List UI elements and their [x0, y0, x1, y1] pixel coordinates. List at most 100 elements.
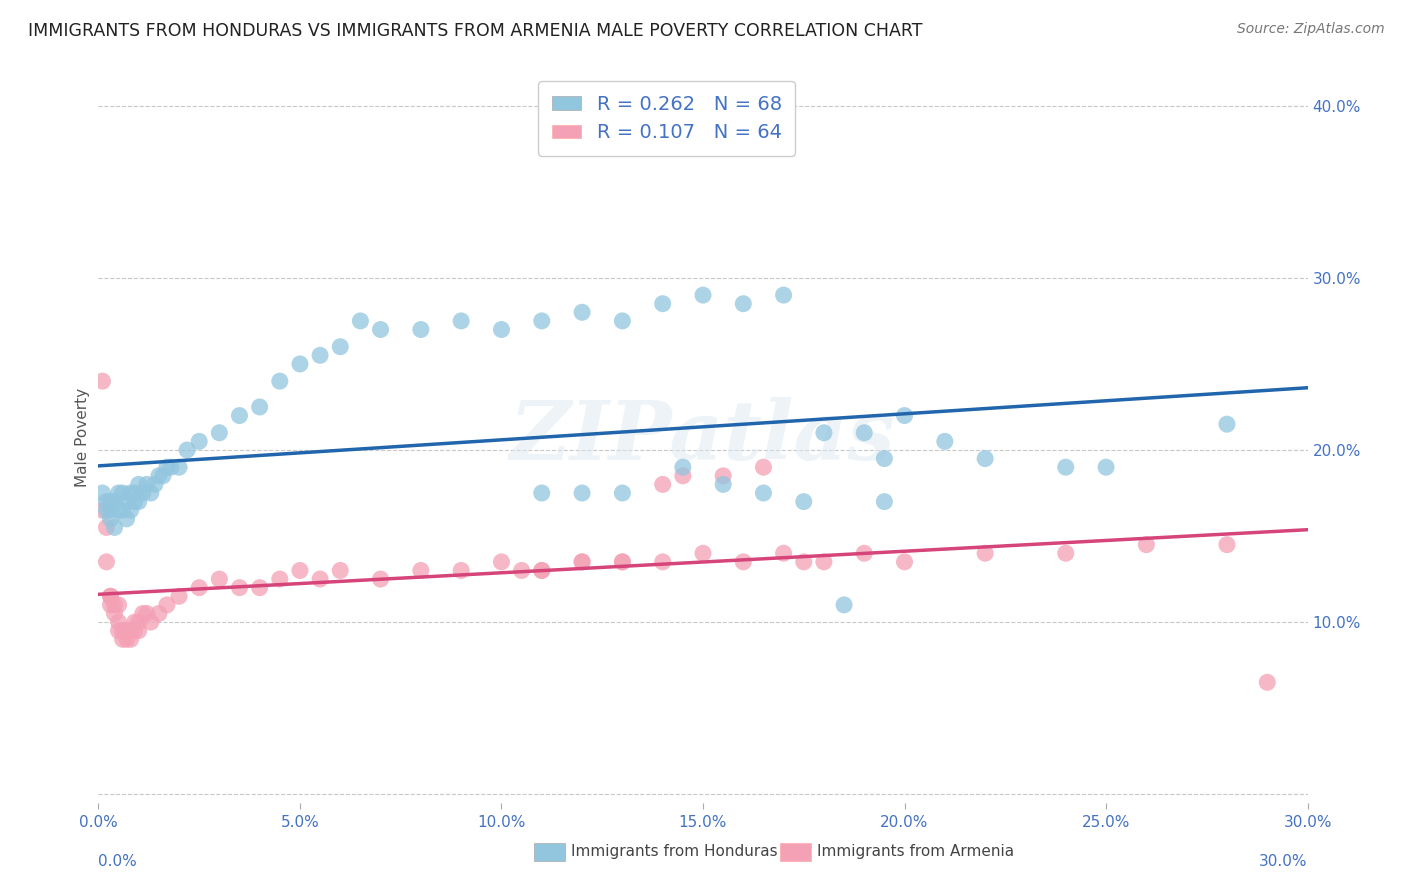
Point — [813, 425, 835, 440]
Y-axis label: Male Poverty: Male Poverty — [75, 387, 90, 487]
Point — [672, 468, 695, 483]
Point — [530, 564, 553, 578]
Point — [269, 572, 291, 586]
Point — [96, 555, 118, 569]
Point — [132, 486, 155, 500]
Point — [100, 512, 122, 526]
Point — [100, 494, 122, 508]
Point — [100, 589, 122, 603]
Point — [208, 425, 231, 440]
Point — [120, 503, 142, 517]
Point — [309, 572, 332, 586]
Point — [733, 296, 755, 310]
Point — [893, 409, 915, 423]
Point — [143, 477, 166, 491]
Point — [793, 555, 815, 569]
Point — [329, 340, 352, 354]
Point — [974, 546, 997, 560]
Point — [167, 589, 190, 603]
Point — [107, 598, 129, 612]
Point — [228, 581, 250, 595]
Point — [160, 460, 183, 475]
Text: Source: ZipAtlas.com: Source: ZipAtlas.com — [1237, 22, 1385, 37]
Point — [288, 564, 311, 578]
Point — [269, 374, 291, 388]
Point — [1256, 675, 1278, 690]
Point — [793, 494, 815, 508]
Point — [450, 564, 472, 578]
Point — [148, 607, 170, 621]
Point — [1216, 417, 1239, 432]
Point — [124, 486, 146, 500]
Point — [128, 615, 150, 629]
Point — [530, 564, 553, 578]
Point — [612, 486, 634, 500]
Point — [288, 357, 311, 371]
Point — [1135, 538, 1157, 552]
Point — [491, 555, 513, 569]
Point — [103, 494, 125, 508]
Point — [91, 503, 114, 517]
Point — [651, 477, 673, 491]
Point — [156, 460, 179, 475]
Point — [120, 624, 142, 638]
Point — [115, 512, 138, 526]
Point — [148, 468, 170, 483]
Point — [612, 555, 634, 569]
Point — [139, 615, 162, 629]
Point — [128, 624, 150, 638]
Point — [91, 374, 114, 388]
Point — [111, 503, 134, 517]
Point — [249, 581, 271, 595]
Point — [96, 520, 118, 534]
Point — [120, 632, 142, 647]
Point — [370, 572, 392, 586]
Point — [135, 607, 157, 621]
Point — [974, 451, 997, 466]
Point — [711, 468, 734, 483]
Point — [651, 296, 673, 310]
Point — [711, 477, 734, 491]
Point — [100, 598, 122, 612]
Point — [1054, 460, 1077, 475]
Point — [409, 564, 432, 578]
Point — [111, 632, 134, 647]
Point — [107, 624, 129, 638]
Point — [530, 314, 553, 328]
Point — [107, 503, 129, 517]
Point — [832, 598, 855, 612]
Text: 30.0%: 30.0% — [1260, 854, 1308, 869]
Point — [107, 615, 129, 629]
Point — [1216, 538, 1239, 552]
Point — [530, 486, 553, 500]
Point — [120, 486, 142, 500]
Text: Immigrants from Armenia: Immigrants from Armenia — [817, 845, 1014, 859]
Point — [873, 494, 896, 508]
Point — [176, 442, 198, 457]
Point — [612, 555, 634, 569]
Point — [188, 434, 211, 449]
Text: 0.0%: 0.0% — [98, 854, 138, 869]
Point — [124, 624, 146, 638]
Point — [111, 486, 134, 500]
Point — [107, 486, 129, 500]
Point — [249, 400, 271, 414]
Text: ZIPatlas: ZIPatlas — [510, 397, 896, 477]
Point — [510, 564, 533, 578]
Point — [752, 486, 775, 500]
Point — [100, 589, 122, 603]
Point — [329, 564, 352, 578]
Legend: R = 0.262   N = 68, R = 0.107   N = 64: R = 0.262 N = 68, R = 0.107 N = 64 — [538, 81, 796, 156]
Point — [873, 451, 896, 466]
Point — [111, 624, 134, 638]
Point — [91, 486, 114, 500]
Text: Immigrants from Honduras: Immigrants from Honduras — [571, 845, 778, 859]
Point — [124, 615, 146, 629]
Point — [309, 348, 332, 362]
Point — [96, 494, 118, 508]
Point — [115, 632, 138, 647]
Point — [672, 460, 695, 475]
Point — [103, 598, 125, 612]
Point — [100, 503, 122, 517]
Point — [571, 555, 593, 569]
